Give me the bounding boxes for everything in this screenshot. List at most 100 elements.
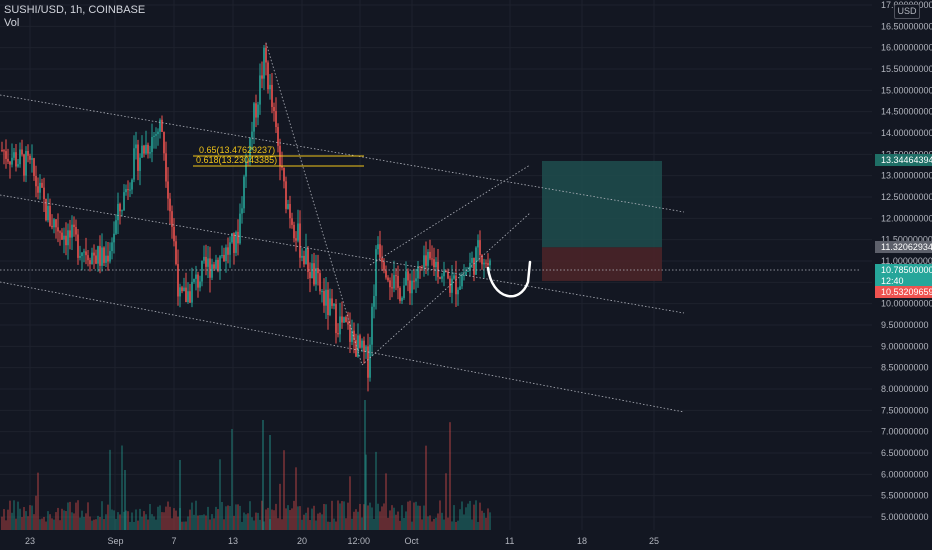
volume-bar [307,507,309,530]
candle-body [453,275,455,279]
fib-level-label: 0.618(13.23043385) [196,155,277,165]
candle-body [25,151,27,176]
trend-line[interactable] [0,194,685,314]
volume-bar [453,505,455,530]
candle-body [383,262,385,271]
time-axis[interactable] [0,532,932,550]
stop-loss-zone[interactable] [542,247,662,281]
trend-line[interactable] [361,212,531,366]
volume-bar [257,512,259,530]
candle-body [273,107,275,112]
price-tick-label: 15.50000000 [881,64,932,74]
volume-bar [415,501,417,530]
volume-bar [17,501,19,530]
price-tick-label: 14.00000000 [881,128,932,138]
volume-bar [219,459,221,530]
volume-bar [185,521,187,530]
candle-body [111,242,113,252]
candle-body [127,189,129,191]
candle-body [305,248,307,265]
candle-body [101,247,103,266]
candle-body [329,298,331,316]
volume-bar [115,518,117,530]
volume-bar [101,501,103,530]
take-profit-zone[interactable] [542,160,662,248]
candle-body [401,297,403,301]
candle-body [439,277,441,279]
candle-body [31,158,33,160]
candle-body [413,280,415,282]
volume-bar [147,519,149,530]
candle-body [115,220,117,234]
price-label-target: 13.34464394 [881,155,932,165]
trend-line[interactable] [369,164,531,266]
candle-body [381,257,383,263]
volume-bar [459,509,461,530]
volume-bar [23,507,25,530]
volume-bar [49,514,51,530]
volume-bar [125,510,127,530]
volume-bar [203,514,205,530]
candle-body [179,287,181,297]
volume-bar [387,517,389,530]
volume-bar [123,511,125,530]
candle-body [337,333,339,335]
candle-body [441,276,443,279]
volume-bar [189,509,191,530]
volume-bar [197,515,199,530]
candle-body [89,260,91,265]
candle-body [119,203,121,212]
volume-bar [247,513,249,530]
volume-bar [301,519,303,530]
trend-line[interactable] [0,94,685,213]
volume-bar [205,515,207,530]
candle-body [351,330,353,342]
volume-bar [91,520,93,530]
price-label-badge [875,275,932,287]
trend-line[interactable] [0,281,685,413]
candle-body [371,306,373,345]
volume-bar [297,506,299,530]
volume-bar [411,521,413,530]
candle-body [147,144,149,154]
price-label-stop: 10.53209659 [881,287,932,297]
candle-body [389,280,391,288]
volume-bar [265,509,267,530]
volume-bar [69,501,71,530]
volume-bar [207,506,209,530]
volume-bar [97,515,99,530]
candle-body [57,227,59,232]
volume-bar [393,507,395,530]
candle-body [319,273,321,292]
volume-bar [27,516,29,530]
volume-bar [209,519,211,530]
volume-bar [119,514,121,530]
time-tick-label: 18 [577,536,587,546]
price-tick-label: 12.50000000 [881,192,932,202]
drawn-curve[interactable] [486,260,532,298]
chart-legend: SUSHI/USD, 1h, COINBASE Vol [4,4,145,30]
candle-body [445,270,447,272]
volume-bar [183,521,185,530]
volume-spike [364,400,366,530]
price-tick-label: 8.00000000 [881,384,929,394]
volume-bar [477,521,479,530]
volume-bar [355,509,357,530]
candle-body [161,119,163,132]
volume-bar [105,514,107,530]
candle-body [65,235,67,246]
currency-badge[interactable]: USD [894,4,920,19]
volume-bar [11,512,13,530]
trend-line[interactable] [265,42,363,366]
volume-bar [367,505,369,530]
volume-bar [199,515,201,530]
candle-body [137,144,139,171]
price-label-badge [875,286,932,298]
volume-bar [263,521,265,530]
volume-bar [433,519,435,530]
volume-bar [103,519,105,530]
volume-bar [79,517,81,530]
candle-body [235,231,237,253]
price-tick-label: 11.00000000 [881,256,932,266]
